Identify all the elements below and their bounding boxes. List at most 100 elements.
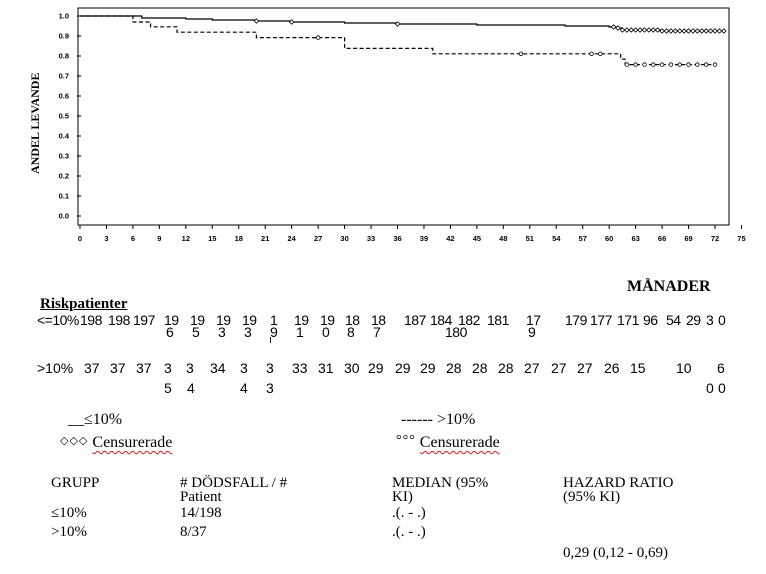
risk-count: 37 xyxy=(136,360,152,376)
risk-count: 9 xyxy=(270,324,278,340)
censor-mark xyxy=(690,28,696,34)
risk-count: 3 xyxy=(706,312,714,328)
risk-count: 6 xyxy=(717,360,725,376)
censor-circle-icon: °°° xyxy=(396,433,416,448)
risk-count: 7 xyxy=(373,324,381,340)
x-tick-label: 39 xyxy=(420,234,428,243)
header-deaths: # DÖDSFALL / # xyxy=(180,475,288,491)
censor-mark xyxy=(641,27,648,33)
x-tick-label: 9 xyxy=(157,234,161,243)
risk-count: 0 xyxy=(706,380,714,396)
x-tick-label: 42 xyxy=(446,234,454,243)
hazard-ratio-value: 0,29 (0,12 - 0,69) xyxy=(563,545,668,561)
censor-mark xyxy=(589,51,594,56)
x-tick-label: 69 xyxy=(684,234,692,243)
censor-mark xyxy=(681,28,687,34)
risk-count: 179 xyxy=(565,312,587,328)
risk-row-label: <=10% xyxy=(37,312,79,328)
x-tick-label: 33 xyxy=(367,234,375,243)
x-tick-label: 18 xyxy=(235,234,243,243)
legend-le10-line: __ xyxy=(68,411,84,428)
risk-count: 9 xyxy=(528,324,536,340)
censor-mark xyxy=(703,62,709,67)
risk-count: 198 xyxy=(80,312,102,328)
legend-le10-censored: ◇◇◇ Censurerade xyxy=(60,434,172,452)
x-tick-label: 36 xyxy=(393,234,401,243)
risk-count: 27 xyxy=(551,360,567,376)
risk-count: 10 xyxy=(676,360,692,376)
x-tick-label: 24 xyxy=(287,234,296,243)
risk-count: 54 xyxy=(666,312,681,328)
legend-le10-label: ≤10% xyxy=(84,411,123,428)
y-tick-label: 0.0 xyxy=(59,212,69,221)
censor-mark xyxy=(654,27,661,33)
censor-mark xyxy=(659,28,665,34)
x-tick-label: 3 xyxy=(104,234,108,243)
censor-mark xyxy=(677,62,682,67)
x-tick-label: 21 xyxy=(261,234,269,243)
legend-censored-label: Censurerade xyxy=(92,434,173,451)
y-tick-label: 0.6 xyxy=(59,92,69,101)
risk-count: 0 xyxy=(718,312,726,328)
x-tick-label: 12 xyxy=(182,234,190,243)
risk-table-title: Riskpatienter xyxy=(40,296,128,312)
header-hazard: HAZARD RATIO xyxy=(563,475,674,491)
risk-count: 34 xyxy=(210,360,226,376)
censor-mark xyxy=(646,27,652,33)
censor-mark xyxy=(624,62,630,67)
censor-mark xyxy=(394,21,401,27)
censor-mark xyxy=(699,28,705,34)
risk-count: 184 xyxy=(430,312,452,328)
risk-count: 3 xyxy=(266,380,274,396)
censor-mark xyxy=(721,28,727,34)
risk-count: 30 xyxy=(344,360,360,376)
risk-count: 8 xyxy=(347,324,355,340)
censor-mark xyxy=(315,35,321,40)
plot-area xyxy=(77,7,730,226)
risk-count: 1 xyxy=(296,324,304,340)
risk-count: 15 xyxy=(630,360,646,376)
risk-count: 28 xyxy=(472,360,488,376)
risk-count: 29 xyxy=(420,360,436,376)
risk-count: 29 xyxy=(395,360,411,376)
y-axis-title: ANDEL LEVANDE xyxy=(28,72,42,174)
censor-mark xyxy=(288,19,295,25)
censor-mark xyxy=(716,28,723,34)
risk-count: 33 xyxy=(292,360,308,376)
row-le10-deaths: 14/198 xyxy=(180,505,222,521)
risk-count: 3 xyxy=(164,360,172,376)
censor-mark xyxy=(598,51,603,56)
censor-mark xyxy=(686,62,691,67)
risk-count: 181 xyxy=(487,312,509,328)
legend-censored-label: Censurerade xyxy=(419,434,500,451)
x-tick-label: 30 xyxy=(340,234,348,243)
risk-count: 171 xyxy=(617,312,639,328)
x-tick-label: 66 xyxy=(658,234,666,243)
risk-count: 3 xyxy=(266,360,274,376)
censor-mark xyxy=(615,25,621,31)
censor-mark xyxy=(703,28,709,34)
risk-count: 0 xyxy=(718,380,726,396)
risk-row-label: >10% xyxy=(37,360,74,376)
x-tick-label: 48 xyxy=(499,234,507,243)
risk-count: 4 xyxy=(240,380,248,396)
risk-count: 19 xyxy=(216,312,231,328)
censor-mark xyxy=(676,28,683,34)
risk-count: 28 xyxy=(498,360,514,376)
x-tick-label: 27 xyxy=(314,234,322,243)
censor-mark xyxy=(642,62,647,67)
legend-le10: __≤10% xyxy=(68,411,122,429)
censor-mark xyxy=(624,27,630,33)
series-layer xyxy=(80,15,727,67)
risk-count: 17 xyxy=(526,312,541,328)
x-tick-label: 6 xyxy=(131,234,135,243)
risk-count: 3 xyxy=(218,324,226,340)
censor-mark xyxy=(672,28,679,34)
x-tick-label: 15 xyxy=(208,234,216,243)
x-tick-label: 54 xyxy=(552,234,561,243)
risk-count: 31 xyxy=(318,360,334,376)
censor-mark xyxy=(685,28,692,34)
row-le10-group: ≤10% xyxy=(51,505,87,521)
risk-count: 6 xyxy=(166,324,174,340)
header-group: GRUPP xyxy=(51,475,100,491)
